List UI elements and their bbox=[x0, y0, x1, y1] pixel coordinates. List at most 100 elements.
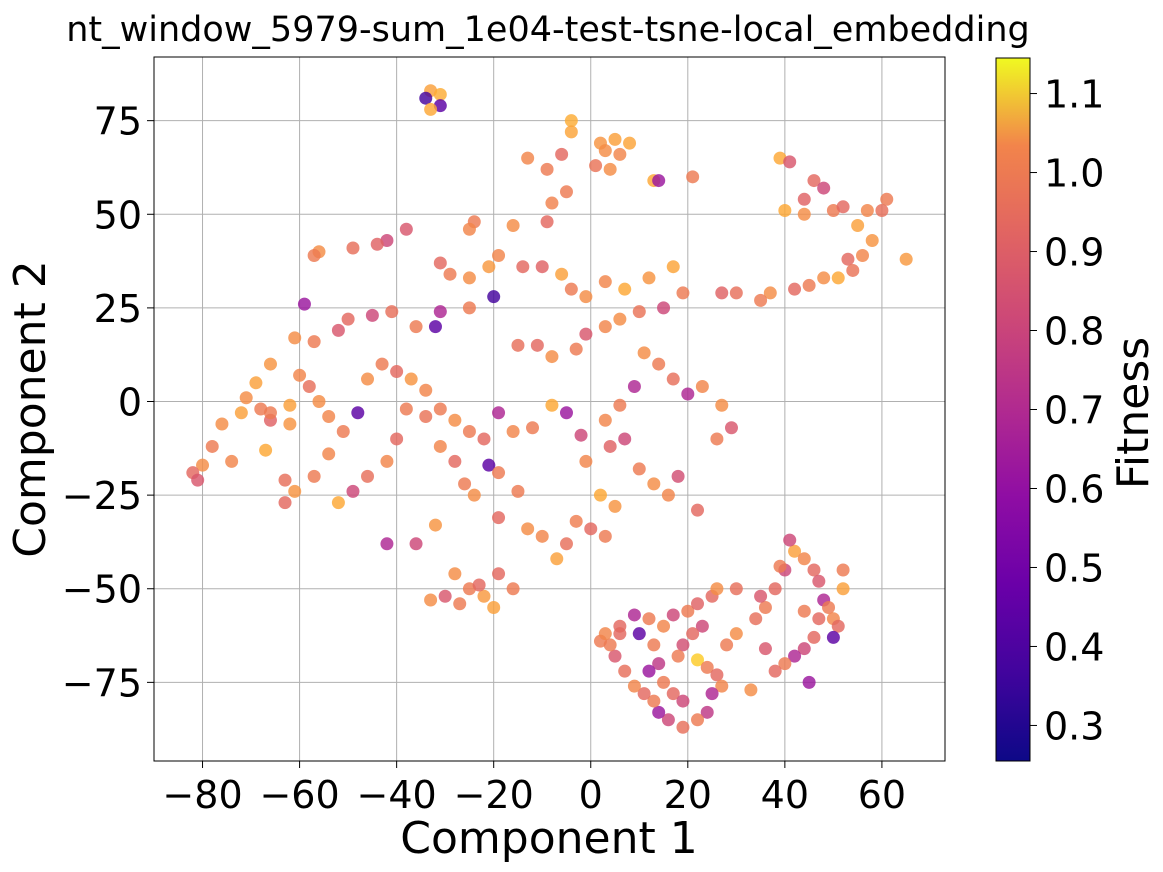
data-point bbox=[564, 125, 578, 139]
data-point bbox=[307, 335, 321, 349]
data-point bbox=[637, 687, 651, 701]
data-point bbox=[627, 608, 641, 622]
data-point bbox=[788, 282, 802, 296]
data-point bbox=[283, 398, 297, 412]
data-point bbox=[487, 290, 501, 304]
data-point bbox=[773, 559, 787, 573]
data-point bbox=[613, 619, 627, 633]
data-points bbox=[186, 84, 913, 734]
data-point bbox=[283, 417, 297, 431]
data-point bbox=[365, 308, 379, 322]
data-point bbox=[603, 638, 617, 652]
data-point bbox=[710, 582, 724, 596]
data-point bbox=[448, 413, 462, 427]
data-point bbox=[462, 301, 476, 315]
data-point bbox=[341, 312, 355, 326]
data-point bbox=[598, 320, 612, 334]
data-point bbox=[559, 537, 573, 551]
data-point bbox=[710, 432, 724, 446]
data-point bbox=[676, 286, 690, 300]
data-point bbox=[671, 469, 685, 483]
data-point bbox=[559, 406, 573, 420]
data-point bbox=[521, 151, 535, 165]
data-point bbox=[691, 503, 705, 517]
data-point bbox=[691, 653, 705, 667]
data-point bbox=[652, 705, 666, 719]
x-tick-label: −60 bbox=[259, 773, 339, 817]
data-point bbox=[768, 582, 782, 596]
data-point bbox=[608, 499, 622, 513]
data-point bbox=[681, 604, 695, 618]
data-point bbox=[652, 174, 666, 188]
colorbar: 0.3 0.4 0.5 0.6 0.7 0.8 0.9 1.0 1.1 Fitness bbox=[995, 57, 1159, 762]
data-point bbox=[695, 619, 709, 633]
data-point bbox=[492, 567, 506, 581]
data-point bbox=[511, 338, 525, 352]
data-point bbox=[545, 196, 559, 210]
data-point bbox=[691, 713, 705, 727]
data-point bbox=[598, 413, 612, 427]
y-tick-label: 50 bbox=[94, 193, 142, 237]
data-point bbox=[797, 207, 811, 221]
x-tick-label: 60 bbox=[858, 773, 906, 817]
data-point bbox=[671, 649, 685, 663]
data-point bbox=[744, 683, 758, 697]
data-point bbox=[205, 439, 219, 453]
data-point bbox=[822, 600, 836, 614]
colorbar-tick-label: 0.4 bbox=[1044, 625, 1104, 669]
data-point bbox=[506, 219, 520, 233]
data-point bbox=[424, 102, 438, 116]
data-point bbox=[705, 687, 719, 701]
data-point bbox=[661, 713, 675, 727]
data-point bbox=[569, 514, 583, 528]
data-point bbox=[404, 372, 418, 386]
colorbar-tick-label: 0.5 bbox=[1044, 546, 1104, 590]
data-point bbox=[715, 398, 729, 412]
data-point bbox=[540, 162, 554, 176]
data-point bbox=[564, 282, 578, 296]
data-point bbox=[817, 271, 831, 285]
data-point bbox=[608, 132, 622, 146]
data-point bbox=[516, 260, 530, 274]
data-point bbox=[249, 376, 263, 390]
data-point bbox=[424, 593, 438, 607]
colorbar-tick-label: 0.3 bbox=[1044, 704, 1104, 748]
y-tick-label: −25 bbox=[62, 474, 142, 518]
data-point bbox=[661, 488, 675, 502]
data-point bbox=[263, 406, 277, 420]
data-point bbox=[433, 439, 447, 453]
data-point bbox=[482, 260, 496, 274]
data-point bbox=[598, 627, 612, 641]
data-point bbox=[312, 395, 326, 409]
data-point bbox=[836, 582, 850, 596]
data-point bbox=[511, 484, 525, 498]
data-point bbox=[307, 469, 321, 483]
data-point bbox=[783, 533, 797, 547]
data-point bbox=[399, 402, 413, 416]
y-axis-title: Component 2 bbox=[5, 260, 56, 557]
colorbar-ticks: 0.3 0.4 0.5 0.6 0.7 0.8 0.9 1.0 1.1 bbox=[1030, 73, 1104, 748]
data-point bbox=[521, 522, 535, 536]
data-point bbox=[797, 642, 811, 656]
data-point bbox=[831, 619, 845, 633]
data-point bbox=[307, 248, 321, 262]
data-point bbox=[492, 511, 506, 525]
data-point bbox=[453, 597, 467, 611]
data-point bbox=[297, 297, 311, 311]
data-point bbox=[390, 432, 404, 446]
data-point bbox=[724, 421, 738, 435]
colorbar-gradient bbox=[995, 57, 1031, 762]
data-point bbox=[574, 428, 588, 442]
y-tick-label: 0 bbox=[118, 381, 142, 425]
data-point bbox=[322, 409, 336, 423]
data-point bbox=[836, 200, 850, 214]
data-point bbox=[399, 222, 413, 236]
data-point bbox=[623, 136, 637, 150]
y-axis: −75 −50 −25 0 25 50 75 bbox=[62, 100, 154, 705]
data-point bbox=[438, 589, 452, 603]
data-point bbox=[419, 383, 433, 397]
data-point bbox=[807, 174, 821, 188]
data-point bbox=[812, 574, 826, 588]
colorbar-tick-label: 0.8 bbox=[1044, 310, 1104, 354]
